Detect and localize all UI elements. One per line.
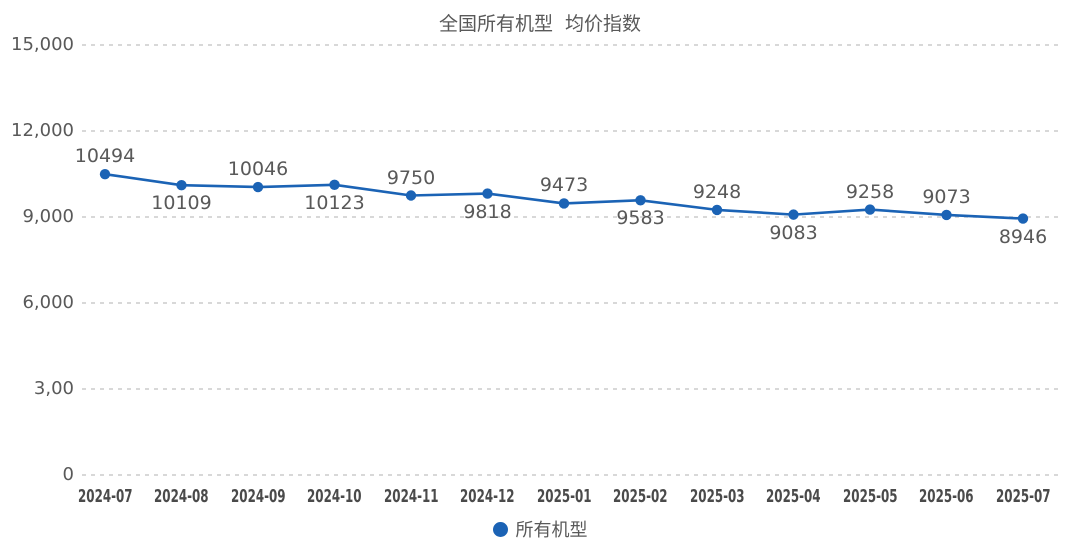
data-point[interactable]: [558, 198, 570, 209]
data-point[interactable]: [788, 209, 799, 220]
data-point-label: 9473: [539, 174, 589, 197]
x-axis-tick-label: 2024-11: [383, 486, 439, 507]
y-axis-tick-label: 15,000: [11, 34, 74, 55]
data-point[interactable]: [252, 181, 264, 193]
data-point-label: 10046: [227, 158, 289, 180]
y-axis-tick-label: 12,000: [11, 120, 74, 141]
data-point-label: 9750: [386, 166, 436, 189]
data-point-label: 10494: [74, 145, 136, 168]
legend[interactable]: 所有机型: [0, 517, 1080, 541]
data-point[interactable]: [329, 179, 340, 191]
data-point[interactable]: [99, 168, 111, 180]
data-point[interactable]: [864, 204, 876, 215]
x-axis-tick-label: 2025-07: [995, 486, 1051, 507]
data-point[interactable]: [711, 204, 723, 216]
data-point-label: 9818: [463, 200, 512, 223]
data-point[interactable]: [405, 190, 417, 201]
data-point-label: 9583: [616, 207, 665, 230]
legend-label: 所有机型: [515, 520, 588, 541]
legend-marker-icon: [492, 521, 508, 537]
data-point-label: 8946: [998, 225, 1048, 248]
data-point-label: 9083: [769, 221, 818, 244]
x-axis-tick-label: 2025-01: [536, 486, 592, 507]
data-point[interactable]: [176, 180, 187, 191]
data-point[interactable]: [1017, 213, 1029, 224]
data-point[interactable]: [482, 188, 493, 199]
x-axis-tick-label: 2025-06: [919, 486, 974, 507]
y-axis-tick-label: 0: [62, 464, 74, 485]
x-axis-tick-label: 2024-07: [77, 486, 133, 507]
y-axis-tick-label: 9,000: [22, 206, 74, 227]
x-axis-tick-label: 2024-12: [460, 486, 515, 507]
data-point[interactable]: [635, 195, 646, 206]
data-point-label: 9073: [922, 185, 971, 208]
x-axis-tick-label: 2024-10: [307, 486, 362, 507]
x-axis-tick-label: 2025-04: [766, 486, 821, 507]
x-axis-tick-label: 2024-08: [154, 486, 209, 507]
x-axis-tick-label: 2025-02: [613, 486, 668, 507]
x-axis-tick-label: 2025-03: [689, 486, 745, 507]
data-point[interactable]: [941, 209, 952, 221]
data-point-label: 10109: [151, 192, 212, 215]
x-axis-tick-label: 2024-09: [230, 486, 286, 507]
chart-title: 全国所有机型 均价指数: [438, 13, 642, 35]
data-point-label: 9248: [692, 180, 742, 203]
x-axis-tick-label: 2025-05: [842, 486, 898, 507]
y-axis-tick-label: 6,000: [22, 292, 74, 313]
data-point-label: 10123: [304, 191, 365, 214]
y-axis-tick-label: 3,00: [33, 378, 74, 399]
data-point-label: 9258: [845, 180, 895, 203]
